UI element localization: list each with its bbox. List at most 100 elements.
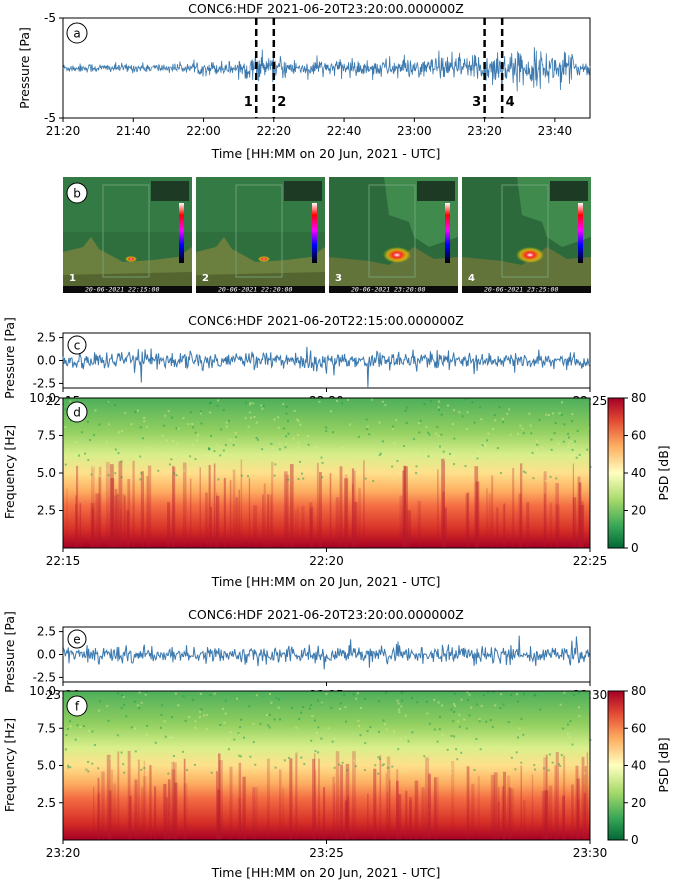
panel-f-speckle [122, 763, 125, 766]
panel-f-speckle [138, 707, 141, 710]
panel-d-speckle [136, 409, 139, 412]
panel-f-speckle [136, 704, 139, 707]
panel-f-speckle [266, 713, 268, 716]
panel-d-speckle [210, 434, 212, 437]
panel-d-speckle [167, 410, 170, 413]
panel-d-energy-streak [235, 497, 239, 548]
panel-d-cbar-tick-label: 60 [631, 429, 646, 443]
panel-f-energy-streak [373, 768, 377, 840]
panel-d-speckle [225, 421, 228, 424]
panel-d-speckle [466, 411, 469, 414]
panel-f-energy-streak [295, 751, 298, 840]
panel-d-energy-streak [140, 471, 144, 548]
panel-d-energy-streak [285, 474, 290, 548]
panel-f-speckle [333, 737, 336, 740]
panel-d-speckle [260, 404, 263, 407]
panel-f-energy-streak [543, 757, 547, 840]
panel-f-speckle [543, 767, 545, 770]
panel-f-speckle [331, 740, 334, 743]
panel-f-speckle [238, 733, 241, 736]
panel-f-speckle [438, 715, 441, 718]
panel-d-speckle [262, 405, 265, 407]
panel-d-speckle [108, 423, 111, 426]
panel-d-speckle [296, 460, 299, 463]
panel-d-speckle [87, 459, 90, 461]
panel-d-energy-streak [442, 491, 445, 548]
panel-d-speckle [191, 444, 194, 447]
panel-d-energy-streak [76, 465, 79, 548]
panel-d-speckle [458, 411, 461, 414]
panel-f-speckle [167, 772, 170, 775]
panel-f-speckle [69, 720, 71, 723]
panel-f-speckle [510, 756, 513, 759]
panel-f-speckle [120, 707, 123, 710]
panel-f-energy-streak [467, 766, 470, 840]
panel-f-energy-streak [282, 787, 285, 840]
panel-f-speckle [292, 749, 294, 752]
panel-f-speckle [482, 693, 485, 696]
panel-f-energy-streak [279, 769, 282, 840]
panel-f-speckle [539, 767, 542, 770]
panel-d-speckle [79, 450, 82, 453]
panel-d-speckle [210, 401, 212, 404]
panel-d-speckle [78, 454, 80, 457]
panel-d-energy-streak [240, 459, 243, 548]
panel-d-energy-streak [127, 479, 131, 548]
panel-b-badge [66, 182, 88, 204]
panel-d-energy-streak [126, 510, 129, 548]
panel-f-speckle [79, 726, 82, 728]
panel-d-speckle [315, 446, 318, 449]
panel-d-speckle [417, 422, 420, 425]
panel-f-speckle [391, 765, 394, 768]
panel-d-speckle [220, 428, 223, 431]
panel-f-speckle [357, 719, 360, 722]
panel-f-energy-streak [586, 752, 589, 840]
panel-d-speckle [553, 432, 556, 435]
panel-d-energy-streak [190, 478, 192, 548]
panel-d-energy-streak [309, 507, 314, 548]
panel-d-speckle [415, 465, 418, 468]
panel-d-speckle [139, 455, 142, 458]
panel-d-energy-streak [294, 510, 297, 548]
panel-d-speckle [524, 471, 527, 474]
panel-d-speckle [549, 475, 552, 478]
panel-f-speckle [378, 757, 381, 760]
panel-f-energy-streak [183, 783, 188, 840]
panel-f-energy-streak [433, 777, 437, 840]
panel-d-energy-streak [319, 472, 322, 548]
panel-d-energy-streak [267, 494, 269, 548]
panel-d-speckle [371, 454, 374, 457]
panel-f-energy-streak [477, 775, 480, 840]
panel-d-speckle [558, 412, 561, 415]
panel-d-energy-streak [262, 494, 264, 548]
panel-f-speckle [168, 764, 171, 766]
panel-f-speckle [122, 767, 125, 769]
panel-d-xtick-label: 22:20 [309, 554, 344, 568]
panel-b-badge-label: b [73, 187, 81, 201]
panel-c-badge [67, 335, 87, 355]
panel-f-speckle [369, 726, 372, 728]
panel-f-speckle [303, 763, 306, 765]
panel-f-energy-streak [143, 760, 146, 840]
panel-f-speckle [192, 698, 194, 701]
panel-a-xtick-label: 21:40 [116, 124, 151, 138]
panel-f-speckle [91, 730, 94, 733]
panel-d-speckle [296, 418, 299, 421]
panel-f-speckle [410, 749, 412, 752]
panel-d-speckle [134, 410, 137, 413]
panel-d-speckle [438, 409, 440, 411]
panel-f-speckle [377, 730, 380, 733]
panel-f-speckle [441, 733, 444, 736]
panel-d-ytick-label: 5.0 [37, 466, 56, 480]
panel-f-speckle [465, 727, 468, 730]
panel-f-xtick-label: 23:25 [309, 846, 344, 860]
panel-f-colorbar-label: PSD [dB] [656, 737, 671, 792]
panel-f-speckle [237, 732, 240, 735]
panel-f-speckle [252, 741, 255, 744]
panel-f-speckle [145, 691, 148, 694]
panel-f-energy-streak [314, 753, 316, 840]
panel-f-speckle [144, 693, 147, 696]
panel-d-energy-streak [465, 493, 469, 548]
panel-f-speckle [486, 750, 489, 752]
